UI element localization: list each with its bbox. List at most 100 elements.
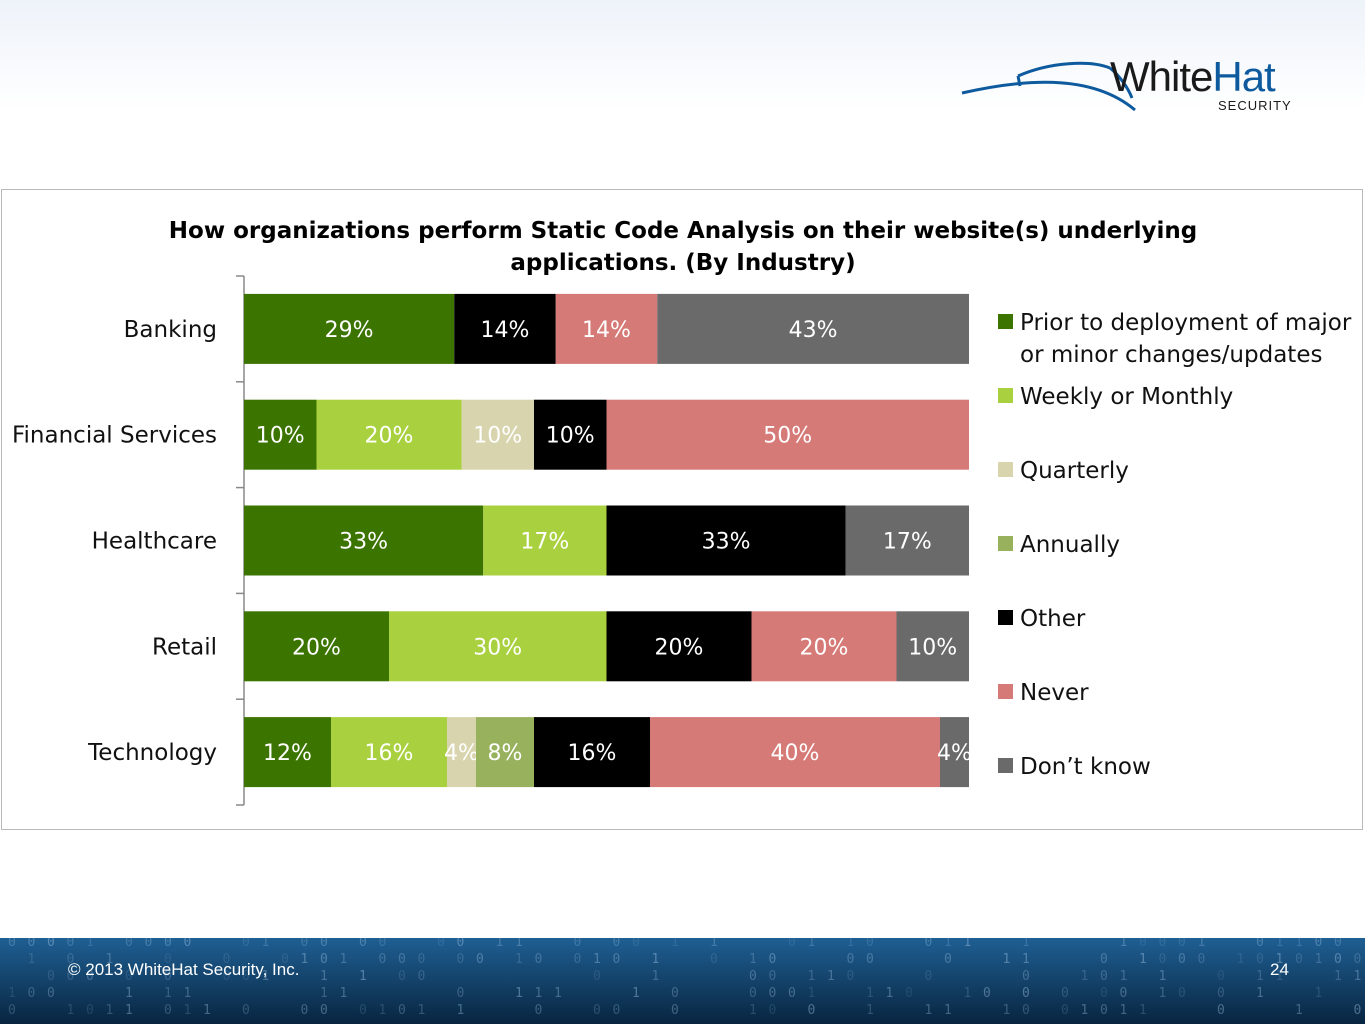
category-label: Financial Services bbox=[12, 423, 217, 449]
binary-digit-decoration: 0 bbox=[28, 938, 36, 950]
binary-digit-decoration: 0 bbox=[379, 938, 387, 950]
binary-digit-decoration: 0 bbox=[1256, 938, 1264, 950]
binary-digit-decoration: 1 bbox=[515, 986, 523, 1001]
binary-digit-decoration: 1 bbox=[184, 1003, 192, 1018]
binary-digit-decoration: 0 bbox=[320, 952, 328, 967]
chart-panel: How organizations perform Static Code An… bbox=[1, 189, 1363, 830]
binary-digit-decoration: 0 bbox=[1217, 986, 1225, 1001]
binary-digit-decoration: 0 bbox=[710, 952, 718, 967]
category-label: Retail bbox=[152, 634, 217, 660]
bar-segment bbox=[476, 717, 534, 788]
binary-digit-decoration: 1 bbox=[125, 986, 133, 1001]
binary-digit-decoration: 1 bbox=[203, 1003, 211, 1018]
bar-segment bbox=[534, 399, 607, 470]
binary-digit-decoration: 0 bbox=[379, 952, 387, 967]
binary-digit-decoration: 1 bbox=[515, 938, 523, 950]
binary-digit-decoration: 0 bbox=[8, 938, 16, 950]
binary-digit-decoration: 0 bbox=[242, 938, 250, 950]
chart-title: How organizations perform Static Code An… bbox=[169, 218, 1197, 244]
page-number: 24 bbox=[1270, 960, 1289, 979]
bar-segment bbox=[606, 611, 752, 682]
binary-digit-decoration: 0 bbox=[164, 952, 172, 967]
binary-digit-decoration: 1 bbox=[457, 1003, 465, 1018]
binary-digit-decoration: 0 bbox=[1022, 969, 1030, 984]
binary-digit-decoration: 0 bbox=[769, 1003, 777, 1018]
binary-digit-decoration: 1 bbox=[1159, 969, 1167, 984]
binary-digit-decoration: 0 bbox=[1159, 938, 1167, 950]
binary-digit-decoration: 0 bbox=[847, 952, 855, 967]
binary-digit-decoration: 0 bbox=[671, 986, 679, 1001]
data-label: 14% bbox=[582, 318, 631, 343]
binary-digit-decoration: 0 bbox=[1354, 1003, 1362, 1018]
binary-digit-decoration: 0 bbox=[398, 1003, 406, 1018]
bar-segment bbox=[555, 293, 658, 364]
data-label: 12% bbox=[263, 741, 312, 766]
binary-digit-decoration: 1 bbox=[320, 969, 328, 984]
legend-swatch bbox=[998, 758, 1013, 773]
data-label: 33% bbox=[702, 530, 751, 555]
binary-digit-decoration: 0 bbox=[574, 938, 582, 950]
binary-digit-decoration: 0 bbox=[164, 969, 172, 984]
binary-digit-decoration: 1 bbox=[340, 952, 348, 967]
binary-digit-decoration: 0 bbox=[788, 938, 796, 950]
binary-digit-decoration: 1 bbox=[593, 952, 601, 967]
data-label: 33% bbox=[339, 530, 388, 555]
data-label: 20% bbox=[292, 635, 341, 660]
bar-segment bbox=[244, 399, 317, 470]
bar-segment bbox=[454, 293, 556, 364]
binary-digit-decoration: 1 bbox=[67, 1003, 75, 1018]
data-label: 10% bbox=[473, 424, 522, 449]
binary-digit-decoration: 1 bbox=[106, 1003, 114, 1018]
legend-swatch bbox=[998, 388, 1013, 403]
binary-digit-decoration: 0 bbox=[788, 986, 796, 1001]
whitehat-logo-subtitle: SECURITY bbox=[1218, 98, 1292, 113]
binary-digit-decoration: 0 bbox=[457, 952, 465, 967]
legend-swatch bbox=[998, 462, 1013, 477]
bar-segment bbox=[461, 399, 534, 470]
binary-digit-decoration: 0 bbox=[125, 938, 133, 950]
binary-digit-decoration: 0 bbox=[223, 969, 231, 984]
binary-digit-decoration: 0 bbox=[1178, 986, 1186, 1001]
binary-digit-decoration: 0 bbox=[320, 938, 328, 950]
binary-digit-decoration: 0 bbox=[418, 969, 426, 984]
binary-digit-decoration: 1 bbox=[1120, 1003, 1128, 1018]
data-label: 4% bbox=[937, 741, 972, 766]
legend-label: Other bbox=[1020, 606, 1086, 632]
binary-digit-decoration: 1 bbox=[125, 1003, 133, 1018]
legend-swatch bbox=[998, 610, 1013, 625]
bar-segment bbox=[244, 293, 455, 364]
binary-digit-decoration: 1 bbox=[379, 1003, 387, 1018]
binary-digit-decoration: 0 bbox=[1100, 1003, 1108, 1018]
binary-digit-decoration: 1 bbox=[515, 952, 523, 967]
binary-digit-decoration: 0 bbox=[67, 938, 75, 950]
binary-digit-decoration: 1 bbox=[8, 986, 16, 1001]
binary-digit-decoration: 0 bbox=[808, 1003, 816, 1018]
binary-digit-decoration: 1 bbox=[1276, 969, 1284, 984]
binary-digit-decoration: 1 bbox=[106, 952, 114, 967]
bar-segment bbox=[331, 717, 447, 788]
bar-segment bbox=[244, 611, 389, 682]
legend-label: Don’t know bbox=[1020, 754, 1151, 780]
binary-digit-decoration: 0 bbox=[281, 952, 289, 967]
binary-digit-decoration: 0 bbox=[749, 969, 757, 984]
binary-digit-decoration: 0 bbox=[1334, 952, 1342, 967]
bar-segment bbox=[751, 611, 897, 682]
binary-digit-decoration: 1 bbox=[1315, 952, 1323, 967]
legend-label: Quarterly bbox=[1020, 458, 1129, 484]
bar-segment bbox=[316, 399, 462, 470]
binary-digit-decoration: 0 bbox=[418, 952, 426, 967]
binary-digit-decoration: 0 bbox=[301, 938, 309, 950]
binary-digit-decoration: 1 bbox=[1003, 1003, 1011, 1018]
binary-digit-decoration: 1 bbox=[1256, 986, 1264, 1001]
binary-digit-decoration: 1 bbox=[1334, 969, 1342, 984]
binary-digit-decoration: 0 bbox=[593, 1003, 601, 1018]
binary-digit-decoration: 1 bbox=[1003, 952, 1011, 967]
binary-digit-decoration: 0 bbox=[1139, 938, 1147, 950]
legend-swatch bbox=[998, 684, 1013, 699]
binary-digit-decoration: 1 bbox=[808, 986, 816, 1001]
binary-digit-decoration: 1 bbox=[164, 986, 172, 1001]
binary-digit-decoration: 0 bbox=[866, 952, 874, 967]
binary-digit-decoration: 0 bbox=[457, 938, 465, 950]
binary-digit-decoration: 1 bbox=[827, 969, 835, 984]
binary-digit-decoration: 1 bbox=[554, 986, 562, 1001]
